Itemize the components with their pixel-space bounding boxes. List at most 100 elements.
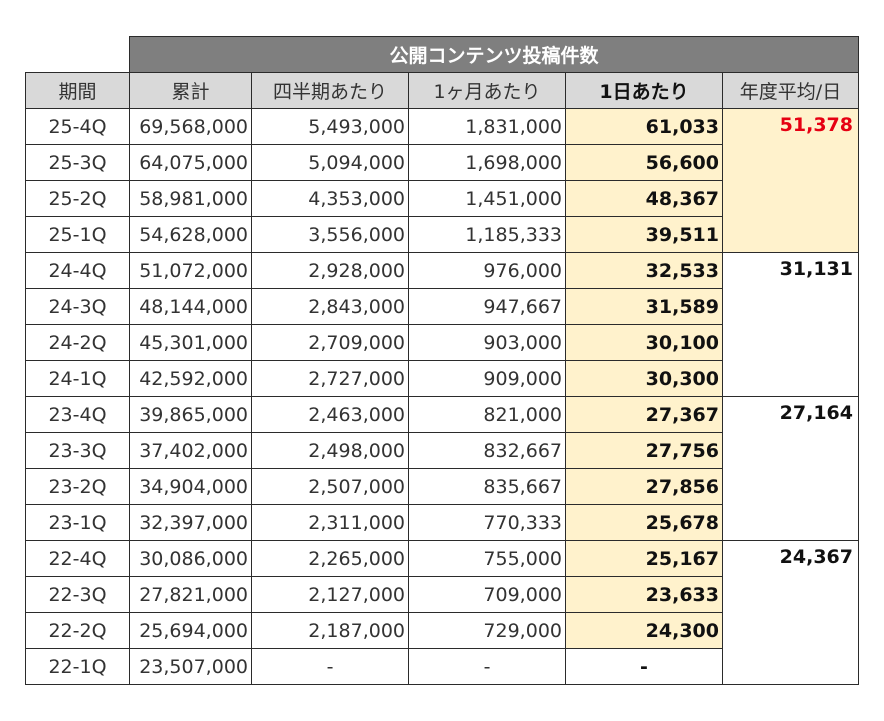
period-cell: 22-2Q xyxy=(25,612,130,649)
yearly-avg-cell: 24,367 xyxy=(722,540,859,685)
cumulative-cell: 30,086,000 xyxy=(129,540,252,577)
header-row: 期間 累計 四半期あたり 1ヶ月あたり 1日あたり 年度平均/日 xyxy=(25,72,859,109)
per-month-cell: 835,667 xyxy=(408,468,566,505)
per-month-cell: 709,000 xyxy=(408,576,566,613)
cumulative-cell: 42,592,000 xyxy=(129,360,252,397)
per-quarter-cell: 2,727,000 xyxy=(251,360,409,397)
per-month-cell: - xyxy=(408,648,566,685)
per-month-cell: 1,185,333 xyxy=(408,216,566,253)
title-row: 公開コンテンツ投稿件数 xyxy=(26,36,859,73)
per-month-cell: 947,667 xyxy=(408,288,566,325)
header-per-quarter: 四半期あたり xyxy=(251,72,409,109)
per-day-cell: 25,678 xyxy=(565,504,723,541)
period-cell: 25-3Q xyxy=(25,144,130,181)
yearly-avg-cell: 31,131 xyxy=(722,252,859,397)
table-row: 23-1Q 32,397,000 2,311,000 770,333 25,67… xyxy=(25,504,859,541)
table-title: 公開コンテンツ投稿件数 xyxy=(129,36,859,73)
per-month-cell: 903,000 xyxy=(408,324,566,361)
table-row: 24-2Q 45,301,000 2,709,000 903,000 30,10… xyxy=(25,324,859,361)
cumulative-cell: 69,568,000 xyxy=(129,108,252,145)
cumulative-cell: 54,628,000 xyxy=(129,216,252,253)
per-quarter-cell: 2,709,000 xyxy=(251,324,409,361)
cumulative-cell: 51,072,000 xyxy=(129,252,252,289)
per-month-cell: 729,000 xyxy=(408,612,566,649)
period-cell: 25-1Q xyxy=(25,216,130,253)
per-quarter-cell: 2,928,000 xyxy=(251,252,409,289)
per-quarter-cell: 2,311,000 xyxy=(251,504,409,541)
per-month-cell: 1,831,000 xyxy=(408,108,566,145)
per-quarter-cell: 3,556,000 xyxy=(251,216,409,253)
table-row: 22-3Q 27,821,000 2,127,000 709,000 23,63… xyxy=(25,576,859,613)
cumulative-cell: 48,144,000 xyxy=(129,288,252,325)
per-day-cell: 25,167 xyxy=(565,540,723,577)
per-month-cell: 770,333 xyxy=(408,504,566,541)
per-day-cell: 39,511 xyxy=(565,216,723,253)
per-quarter-cell: 2,265,000 xyxy=(251,540,409,577)
period-cell: 23-3Q xyxy=(25,432,130,469)
per-quarter-cell: 2,463,000 xyxy=(251,396,409,433)
cumulative-cell: 37,402,000 xyxy=(129,432,252,469)
header-period: 期間 xyxy=(25,72,130,109)
table-row: 25-2Q 58,981,000 4,353,000 1,451,000 48,… xyxy=(25,180,859,217)
per-month-cell: 1,451,000 xyxy=(408,180,566,217)
per-day-cell: 61,033 xyxy=(565,108,723,145)
header-yearly-avg: 年度平均/日 xyxy=(722,72,859,109)
yearly-avg-cell: 27,164 xyxy=(722,396,859,541)
cumulative-cell: 23,507,000 xyxy=(129,648,252,685)
cumulative-cell: 39,865,000 xyxy=(129,396,252,433)
per-day-cell: 30,300 xyxy=(565,360,723,397)
per-day-cell: 31,589 xyxy=(565,288,723,325)
table-row: 24-4Q 51,072,000 2,928,000 976,000 32,53… xyxy=(25,252,859,397)
per-day-cell: 27,367 xyxy=(565,396,723,433)
per-quarter-cell: - xyxy=(251,648,409,685)
table-row: 25-1Q 54,628,000 3,556,000 1,185,333 39,… xyxy=(25,216,859,253)
per-day-cell: 30,100 xyxy=(565,324,723,361)
period-cell: 24-1Q xyxy=(25,360,130,397)
header-per-day: 1日あたり xyxy=(565,72,723,109)
yearly-avg-cell: 51,378 xyxy=(722,108,859,253)
per-quarter-cell: 2,498,000 xyxy=(251,432,409,469)
per-quarter-cell: 4,353,000 xyxy=(251,180,409,217)
per-month-cell: 821,000 xyxy=(408,396,566,433)
cumulative-cell: 64,075,000 xyxy=(129,144,252,181)
per-day-cell: 32,533 xyxy=(565,252,723,289)
header-per-month: 1ヶ月あたり xyxy=(408,72,566,109)
table-row: 23-2Q 34,904,000 2,507,000 835,667 27,85… xyxy=(25,468,859,505)
per-day-cell: - xyxy=(565,648,723,685)
period-cell: 23-4Q xyxy=(25,396,130,433)
per-quarter-cell: 2,127,000 xyxy=(251,576,409,613)
table-row: 22-2Q 25,694,000 2,187,000 729,000 24,30… xyxy=(25,612,859,649)
cumulative-cell: 32,397,000 xyxy=(129,504,252,541)
period-cell: 24-3Q xyxy=(25,288,130,325)
table-row: 22-1Q 23,507,000 - - - xyxy=(25,648,859,685)
period-cell: 22-4Q xyxy=(25,540,130,577)
table-row: 23-4Q 39,865,000 2,463,000 821,000 27,36… xyxy=(25,396,859,541)
per-day-cell: 48,367 xyxy=(565,180,723,217)
per-day-cell: 56,600 xyxy=(565,144,723,181)
per-month-cell: 832,667 xyxy=(408,432,566,469)
cumulative-cell: 25,694,000 xyxy=(129,612,252,649)
cumulative-cell: 34,904,000 xyxy=(129,468,252,505)
per-month-cell: 909,000 xyxy=(408,360,566,397)
per-day-cell: 24,300 xyxy=(565,612,723,649)
table-row: 25-3Q 64,075,000 5,094,000 1,698,000 56,… xyxy=(25,144,859,181)
per-quarter-cell: 5,493,000 xyxy=(251,108,409,145)
table-row: 22-4Q 30,086,000 2,265,000 755,000 25,16… xyxy=(25,540,859,685)
period-cell: 22-3Q xyxy=(25,576,130,613)
per-day-cell: 27,856 xyxy=(565,468,723,505)
period-cell: 23-1Q xyxy=(25,504,130,541)
period-cell: 24-2Q xyxy=(25,324,130,361)
table-row: 25-4Q 69,568,000 5,493,000 1,831,000 61,… xyxy=(25,108,859,253)
cumulative-cell: 27,821,000 xyxy=(129,576,252,613)
cumulative-cell: 58,981,000 xyxy=(129,180,252,217)
period-cell: 22-1Q xyxy=(25,648,130,685)
per-month-cell: 976,000 xyxy=(408,252,566,289)
per-day-cell: 23,633 xyxy=(565,576,723,613)
per-quarter-cell: 2,187,000 xyxy=(251,612,409,649)
per-quarter-cell: 2,843,000 xyxy=(251,288,409,325)
per-month-cell: 755,000 xyxy=(408,540,566,577)
period-cell: 25-4Q xyxy=(25,108,130,145)
period-cell: 24-4Q xyxy=(25,252,130,289)
cumulative-cell: 45,301,000 xyxy=(129,324,252,361)
per-quarter-cell: 2,507,000 xyxy=(251,468,409,505)
